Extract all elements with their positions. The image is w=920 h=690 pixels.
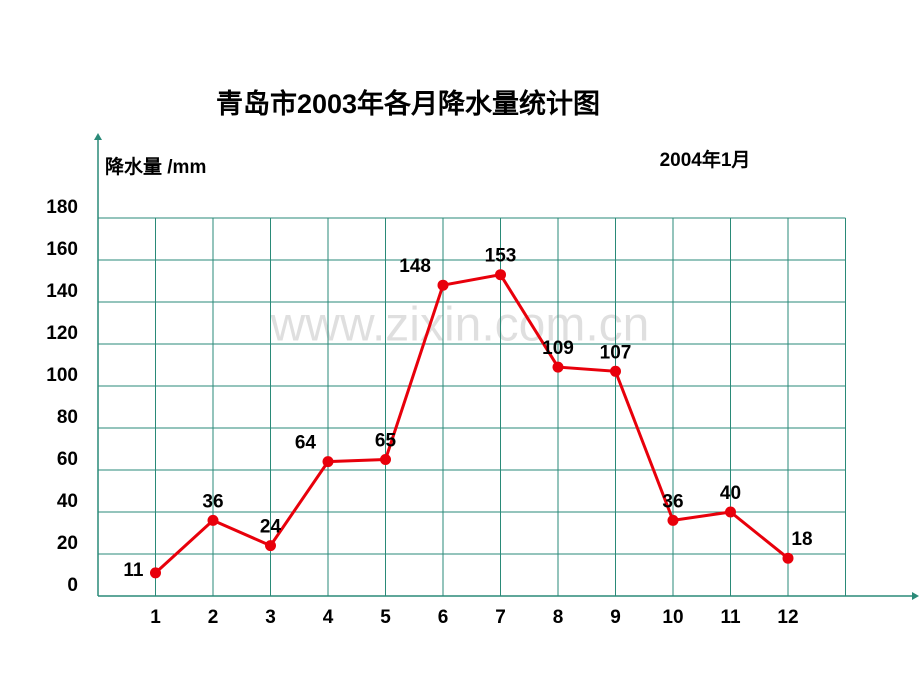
chart-title: 青岛市2003年各月降水量统计图 — [216, 88, 600, 119]
x-tick-label: 5 — [380, 607, 391, 628]
point — [265, 540, 276, 552]
data-label: 153 — [485, 246, 517, 267]
data-label: 65 — [375, 431, 397, 452]
data-label: 24 — [260, 517, 282, 538]
point — [495, 269, 506, 281]
point — [150, 567, 161, 579]
watermark: www.zixin.com.cn — [270, 299, 650, 352]
x-tick-label: 1 — [150, 607, 161, 628]
y-tick-label: 0 — [67, 575, 78, 596]
data-label: 109 — [542, 338, 574, 359]
y-tick-label: 80 — [57, 407, 78, 428]
point — [207, 514, 219, 526]
x-tick-label: 2 — [208, 607, 219, 628]
data-label: 64 — [295, 433, 317, 454]
y-tick-label: 60 — [57, 449, 78, 470]
point — [725, 506, 736, 518]
x-tick-label: 8 — [553, 607, 564, 628]
data-label: 107 — [600, 342, 632, 363]
x-tick-label: 10 — [662, 607, 683, 628]
x-axis-arrow — [912, 592, 919, 600]
x-tick-label: 9 — [610, 607, 621, 628]
data-label: 148 — [399, 256, 431, 277]
point — [437, 279, 449, 291]
point — [610, 365, 621, 377]
line — [154, 273, 789, 575]
y-tick-label: 20 — [57, 533, 78, 554]
data-label: 18 — [791, 529, 812, 550]
point — [667, 514, 679, 526]
y-axis-arrow — [94, 133, 102, 140]
data-label: 11 — [123, 560, 144, 581]
y-axis-label: 降水量 /mm — [105, 155, 206, 178]
data-label: 36 — [662, 491, 683, 512]
point — [552, 361, 564, 373]
y-tick-label: 160 — [46, 239, 78, 260]
x-tick-label: 6 — [438, 607, 449, 628]
y-tick-label: 180 — [46, 197, 78, 218]
x-tick-label: 4 — [323, 607, 334, 628]
point — [782, 552, 794, 564]
data-label: 36 — [202, 491, 223, 512]
x-tick-label: 3 — [265, 607, 276, 628]
point — [322, 456, 334, 468]
data-label: 40 — [720, 483, 741, 504]
y-tick-label: 140 — [46, 281, 78, 302]
y-tick-label: 100 — [46, 365, 78, 386]
y-tick-label: 40 — [57, 491, 78, 512]
y-tick-label: 120 — [46, 323, 78, 344]
x-tick-label: 12 — [777, 607, 798, 628]
point — [380, 454, 391, 465]
x-tick-label: 7 — [495, 607, 506, 628]
x-tick-label: 11 — [720, 607, 741, 628]
annotation: 2004年1月 — [660, 148, 751, 171]
